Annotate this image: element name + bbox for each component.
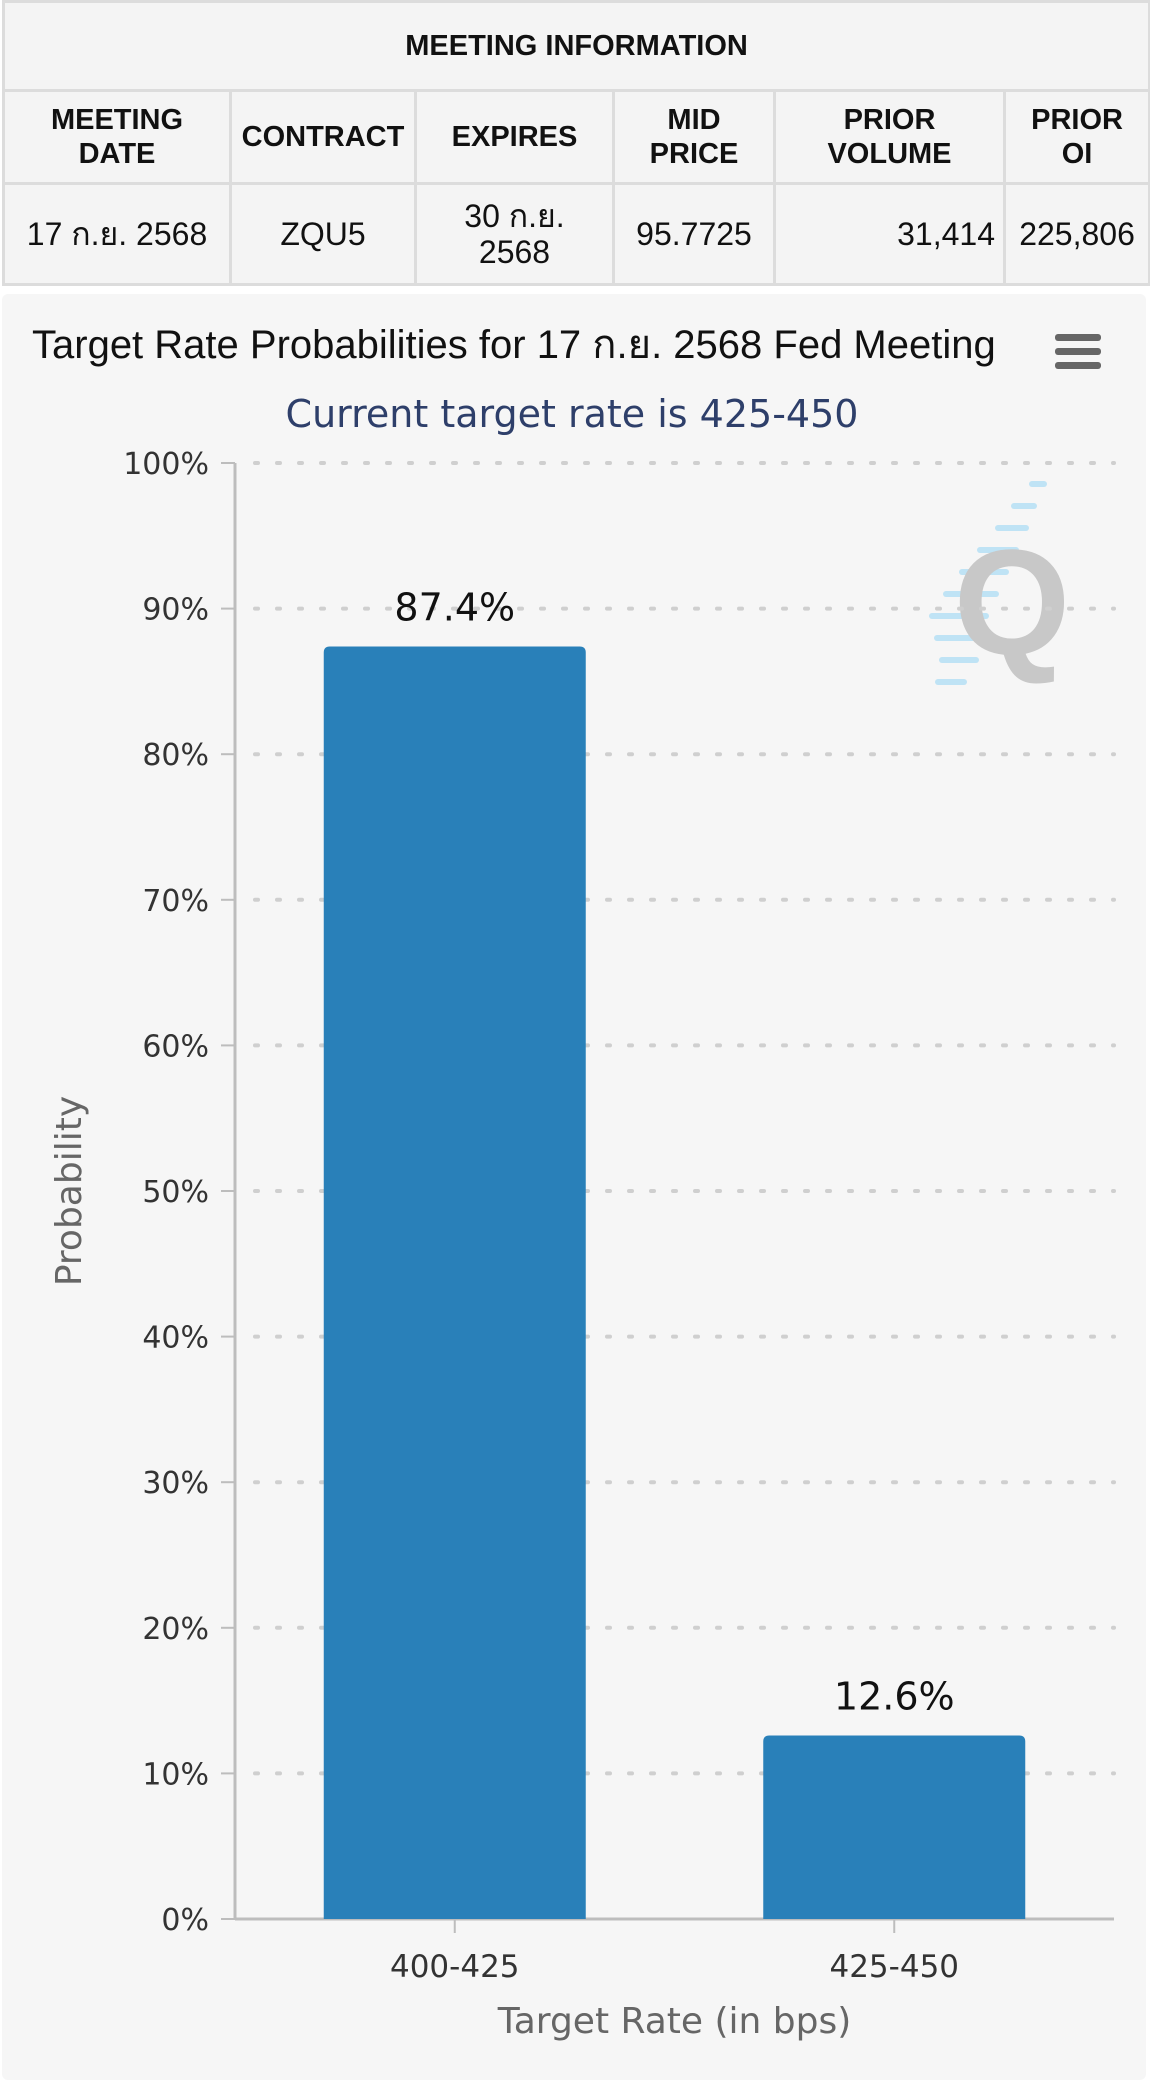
x-tick-label: 400-425: [390, 1949, 520, 1985]
cell-contract: ZQU5: [229, 182, 417, 286]
y-tick-label: 50%: [142, 1175, 209, 1210]
header-contract: CONTRACT: [229, 89, 417, 185]
q-logo-icon: Q: [929, 481, 1071, 686]
header-prior-oi: PRIOR OI: [1002, 89, 1150, 185]
x-axis-title: Target Rate (in bps): [497, 2001, 852, 2042]
y-tick-label: 30%: [142, 1466, 209, 1501]
y-tick-label: 70%: [142, 884, 209, 919]
chart-panel: Target Rate Probabilities for 17 ก.ย. 25…: [2, 294, 1146, 2080]
header-mid-price: MID PRICE: [612, 89, 776, 185]
meeting-info-title: MEETING INFORMATION: [1, 0, 1150, 92]
chart-title: Target Rate Probabilities for 17 ก.ย. 25…: [32, 323, 996, 367]
y-tick-label: 20%: [142, 1612, 209, 1647]
y-tick-label: 0%: [161, 1903, 209, 1938]
bars: [323, 646, 1026, 1919]
cell-mid-price: 95.7725: [612, 182, 776, 286]
y-axis-title: Probability: [49, 1096, 90, 1286]
axes: 0% 10% 20% 30% 40% 50% 60% 70% 80% 90% 100% 400-425…: [123, 447, 1114, 1985]
cell-prior-oi: 225,806: [1002, 182, 1150, 286]
probability-chart: Target Rate Probabilities for 17 ก.ย. 25…: [32, 323, 1116, 2042]
cell-prior-volume: 31,414: [773, 182, 1006, 286]
svg-text:Q: Q: [954, 518, 1071, 686]
bar-425-450[interactable]: [763, 1735, 1026, 1919]
cell-expires: 30 ก.ย. 2568: [414, 182, 615, 286]
x-tick-label: 425-450: [829, 1949, 959, 1985]
header-meeting-date: MEETING DATE: [2, 89, 232, 185]
table-row: 17 ก.ย. 2568 ZQU5 30 ก.ย. 2568 95.7725 31…: [2, 182, 1150, 286]
header-expires: EXPIRES: [414, 89, 615, 185]
y-tick-label: 80%: [142, 738, 209, 773]
y-tick-label: 90%: [142, 593, 209, 628]
cell-meeting-date: 17 ก.ย. 2568: [2, 182, 232, 286]
y-tick-label: 10%: [142, 1757, 209, 1792]
y-tick-label: 60%: [142, 1029, 209, 1064]
data-labels: 87.4% 12.6%: [394, 585, 954, 1718]
hamburger-menu-icon[interactable]: [1052, 331, 1104, 373]
y-tick-label: 40%: [142, 1321, 209, 1356]
data-label: 87.4%: [394, 585, 515, 629]
header-prior-volume: PRIOR VOLUME: [773, 89, 1006, 185]
y-tick-label: 100%: [123, 447, 209, 482]
chart-subtitle: Current target rate is 425-450: [286, 392, 859, 436]
meeting-info-table: MEETING INFORMATION MEETING DATE CONTRACT…: [1, 0, 1150, 286]
bar-400-425[interactable]: [323, 646, 586, 1919]
data-label: 12.6%: [834, 1675, 955, 1719]
